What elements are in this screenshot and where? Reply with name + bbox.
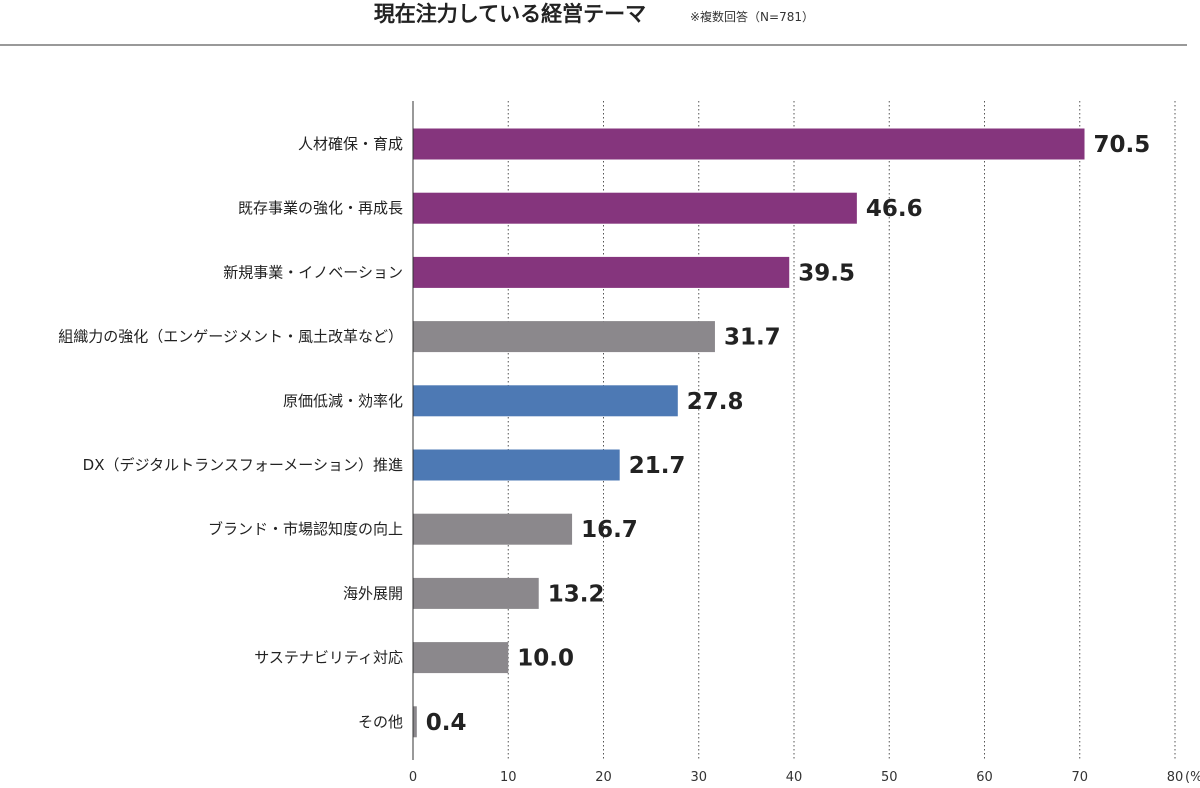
- value-label: 27.8: [687, 389, 744, 415]
- x-tick-label: 60: [976, 770, 993, 785]
- bar: [413, 449, 620, 481]
- x-tick-label: 50: [881, 770, 898, 785]
- bar: [413, 577, 539, 609]
- value-label: 70.5: [1094, 132, 1151, 158]
- bar: [413, 128, 1085, 160]
- category-label: ブランド・市場認知度の向上: [208, 520, 403, 538]
- category-label: その他: [358, 713, 403, 731]
- value-label: 13.2: [548, 581, 605, 607]
- bar: [413, 256, 790, 288]
- x-tick-label: 40: [786, 770, 803, 785]
- value-label: 0.4: [426, 710, 467, 736]
- bars: [413, 128, 1085, 738]
- bar: [413, 192, 857, 224]
- category-label: 既存事業の強化・再成長: [238, 199, 403, 217]
- category-labels: 人材確保・育成既存事業の強化・再成長新規事業・イノベーション組織力の強化（エンゲ…: [58, 135, 403, 731]
- category-label: 原価低減・効率化: [283, 392, 403, 410]
- category-label: 組織力の強化（エンゲージメント・風土改革など）: [58, 328, 403, 346]
- category-label: 新規事業・イノベーション: [223, 263, 403, 281]
- bar: [413, 321, 715, 353]
- x-tick-label: 20: [595, 770, 612, 785]
- bar: [413, 513, 573, 545]
- value-labels: 70.5 46.6 39.5 31.7 27.8 21.7 16.7 13.2 10.0 0.4: [426, 132, 1150, 736]
- x-tick-label: 80: [1167, 770, 1184, 785]
- category-label: 人材確保・育成: [298, 135, 403, 153]
- category-label: 海外展開: [343, 584, 403, 602]
- value-label: 21.7: [629, 453, 686, 479]
- value-label: 31.7: [724, 325, 781, 351]
- bar: [413, 706, 417, 738]
- x-tick-label: 10: [500, 770, 517, 785]
- chart-note: ※複数回答（N=781）: [690, 9, 814, 24]
- bar: [413, 385, 678, 417]
- value-label: 39.5: [798, 260, 855, 286]
- bar: [413, 642, 509, 674]
- category-label: DX（デジタルトランスフォーメーション）推進: [83, 456, 403, 474]
- grid-lines: [507, 101, 1176, 760]
- value-label: 46.6: [866, 196, 923, 222]
- x-tick-label: 70: [1071, 770, 1088, 785]
- chart-title: 現在注力している経営テーマ: [374, 2, 646, 26]
- x-tick-label: 30: [690, 770, 707, 785]
- x-unit-label: (%): [1185, 770, 1200, 785]
- value-label: 10.0: [517, 646, 574, 672]
- x-axis-ticks: 0 10 20 30 40 50 60 70 80(%): [409, 770, 1200, 785]
- value-label: 16.7: [581, 517, 638, 543]
- x-tick-label: 0: [409, 770, 417, 785]
- category-label: サステナビリティ対応: [254, 649, 403, 667]
